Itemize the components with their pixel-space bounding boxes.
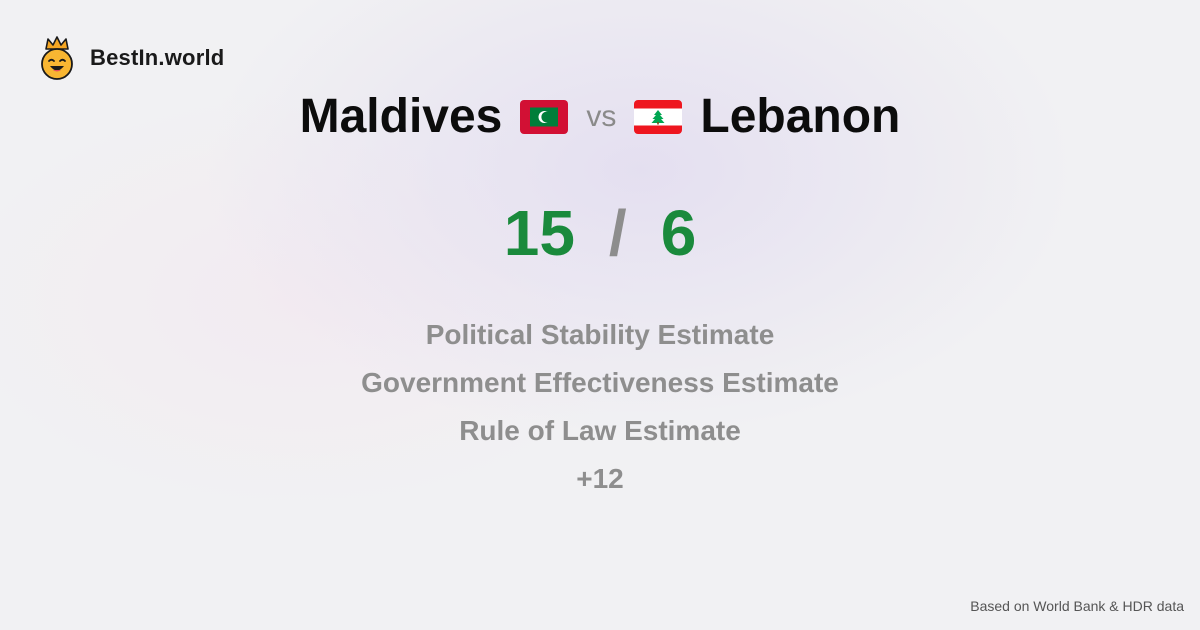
left-country-name: Maldives: [299, 90, 503, 143]
brand-name: BestIn.world: [90, 45, 225, 70]
more-metrics-count: +12: [576, 463, 624, 494]
maldives-flag-icon: [520, 100, 569, 134]
metric-item: Rule of Law Estimate: [459, 415, 741, 446]
score-display: 15 / 6: [0, 196, 1200, 270]
data-source-note: Based on World Bank & HDR data: [970, 598, 1184, 614]
metric-item: Political Stability Estimate: [425, 319, 775, 350]
vs-label: vs: [586, 100, 617, 133]
right-country-name: Lebanon: [700, 90, 901, 143]
comparison-headline: Maldives vs Lebanon: [0, 86, 1200, 148]
smiling-face-with-crown-icon: [41, 36, 73, 80]
left-score: 15: [503, 197, 575, 269]
metric-item: Government Effectiveness Estimate: [361, 367, 839, 398]
right-score: 6: [660, 197, 697, 269]
brand[interactable]: BestIn.world: [38, 36, 224, 80]
lebanon-flag-icon: [634, 100, 683, 134]
score-separator: /: [608, 197, 627, 269]
metrics-list: Political Stability Estimate Government …: [0, 314, 1200, 506]
